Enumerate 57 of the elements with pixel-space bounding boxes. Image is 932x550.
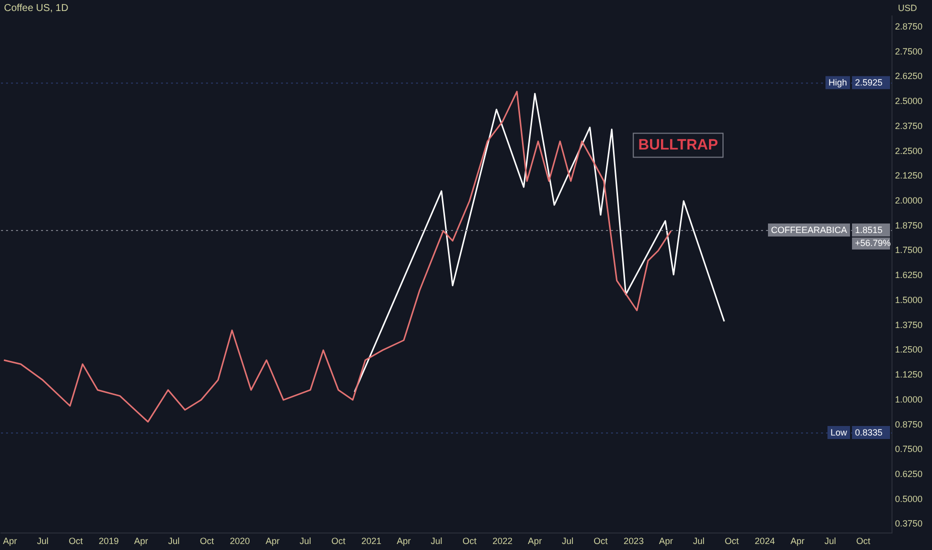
x-tick-label: 2023 xyxy=(624,536,644,546)
x-tick-label: Apr xyxy=(790,536,805,546)
y-tick-label: 2.6250 xyxy=(895,71,923,82)
ref-line-label: COFFEEARABICA xyxy=(770,225,847,236)
x-tick-label: 2024 xyxy=(754,536,775,546)
x-tick-label: Jul xyxy=(430,536,442,546)
x-tick-label: Apr xyxy=(396,536,411,546)
y-axis-title: USD xyxy=(898,2,918,13)
y-tick-label: 1.3750 xyxy=(895,320,923,330)
y-tick-label: 2.5000 xyxy=(895,96,923,106)
x-tick-label: Oct xyxy=(462,536,477,546)
annotation: 0.8335 xyxy=(855,428,883,438)
x-tick-label: Apr xyxy=(134,536,148,546)
annotation: BULLTRAP xyxy=(638,136,718,154)
y-tick-label: 2.8750 xyxy=(895,21,923,32)
x-tick-label: Oct xyxy=(594,536,608,546)
ref-line-label: Low xyxy=(830,428,848,438)
chart-title: Coffee US, 1D xyxy=(4,3,68,14)
annotation: 1.8515 xyxy=(855,225,883,236)
y-tick-label: 1.0000 xyxy=(895,394,923,404)
x-tick-label: Apr xyxy=(659,536,674,546)
x-tick-label: 2022 xyxy=(492,536,513,546)
x-tick-label: Oct xyxy=(724,536,740,546)
y-tick-label: 2.2500 xyxy=(895,146,923,156)
x-tick-label: Oct xyxy=(200,536,214,546)
x-tick-label: Jul xyxy=(300,536,312,546)
y-tick-label: 2.1250 xyxy=(895,170,923,181)
annotation: 2.5925 xyxy=(855,78,883,88)
x-tick-label: Oct xyxy=(68,536,84,546)
x-tick-label: Jul xyxy=(692,536,704,546)
x-tick-label: Jul xyxy=(562,536,574,546)
y-tick-label: 0.3750 xyxy=(895,518,923,529)
y-tick-label: 2.0000 xyxy=(895,195,923,206)
y-tick-label: 0.7500 xyxy=(895,444,923,454)
y-tick-label: 0.6250 xyxy=(895,469,923,479)
y-tick-label: 0.8750 xyxy=(895,419,923,430)
y-tick-label: 0.5000 xyxy=(895,494,923,504)
y-tick-label: 1.1250 xyxy=(895,370,923,380)
x-tick-label: Oct xyxy=(331,536,346,546)
x-tick-label: 2021 xyxy=(361,536,382,546)
x-tick-label: 2020 xyxy=(230,536,250,546)
x-tick-label: Oct xyxy=(856,536,871,546)
y-tick-label: 2.7500 xyxy=(895,46,923,56)
y-tick-label: 1.8750 xyxy=(895,220,923,230)
x-tick-label: Apr xyxy=(2,536,18,546)
x-tick-label: Jul xyxy=(36,536,48,546)
x-tick-label: Apr xyxy=(266,536,280,546)
x-tick-label: Apr xyxy=(528,536,542,546)
x-tick-label: Jul xyxy=(168,536,180,546)
y-tick-label: 1.6250 xyxy=(895,270,923,280)
y-tick-label: 1.7500 xyxy=(895,245,923,256)
y-tick-label: 1.2500 xyxy=(895,344,923,355)
x-tick-label: 2019 xyxy=(98,536,119,546)
x-tick-label: Jul xyxy=(824,536,836,546)
y-tick-label: 2.3750 xyxy=(895,120,923,131)
ref-line-label: High xyxy=(828,78,847,88)
y-tick-label: 1.5000 xyxy=(895,294,923,305)
